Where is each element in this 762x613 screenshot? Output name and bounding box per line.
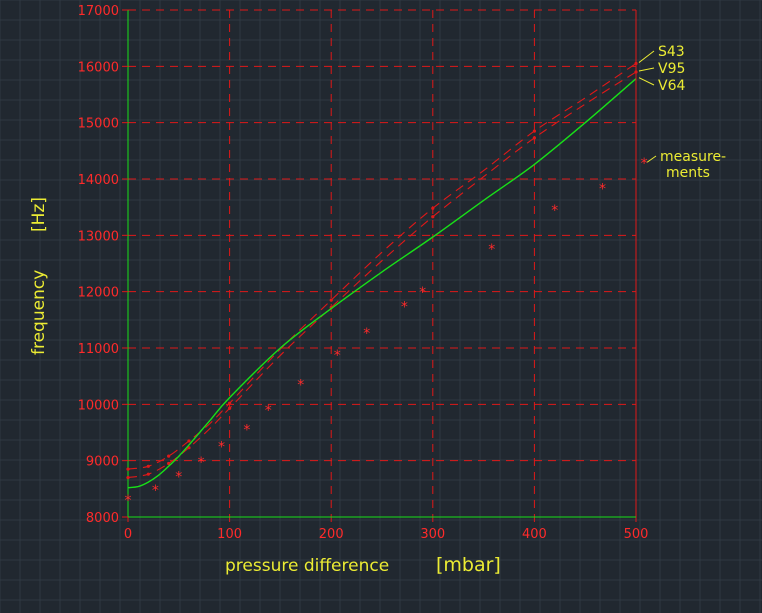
measurement-point: * xyxy=(243,423,250,439)
measurement-point: * xyxy=(198,455,205,471)
legend-leader-s43 xyxy=(638,50,655,63)
tick-layer xyxy=(122,9,637,522)
series-point-s43 xyxy=(146,464,150,468)
y-tick-label: 16000 xyxy=(78,60,119,75)
series-point-s43 xyxy=(431,206,435,210)
measurement-point: * xyxy=(363,326,370,342)
y-tick-label: 10000 xyxy=(78,398,119,413)
x-tick-label: 200 xyxy=(319,527,344,542)
series-line-v95 xyxy=(127,71,637,479)
y-tick-label: 14000 xyxy=(78,173,119,188)
series-point-v95 xyxy=(228,406,232,410)
x-tick-labels: 0 100 200 300 400 500 xyxy=(124,527,649,542)
x-axis-label: pressure difference xyxy=(225,556,389,576)
measurement-point: * xyxy=(401,299,408,315)
x-tick-label: 0 xyxy=(124,527,132,542)
y-tick-labels: 8000 9000 10000 11000 12000 13000 14000 15000 16… xyxy=(78,4,119,526)
measurement-point: * xyxy=(599,182,606,198)
series-point-s43 xyxy=(167,454,171,458)
series-point-v95 xyxy=(167,461,171,466)
legend-leader-measure- xyxy=(646,155,657,163)
legend-leader-v64 xyxy=(638,77,655,86)
y-axis-unit: [Hz] xyxy=(29,197,49,232)
series-point-s43 xyxy=(228,401,232,405)
measurement-point: * xyxy=(297,378,304,394)
series-point-s43 xyxy=(126,467,130,471)
legend-label-v95: V95 xyxy=(658,61,685,77)
series-point-s43 xyxy=(329,298,333,302)
measurement-point: * xyxy=(551,203,558,219)
x-tick-label: 100 xyxy=(217,527,242,542)
measurement-point: * xyxy=(125,493,132,509)
legend-leader-v95 xyxy=(638,67,655,72)
series-point-v95 xyxy=(126,475,130,480)
measurement-point: * xyxy=(175,469,182,485)
measurement-point: * xyxy=(641,156,648,172)
x-tick-label: 500 xyxy=(624,527,649,542)
measurement-markers: * * * * * * * * * * * * * * * * xyxy=(125,156,648,509)
legend-label-v64: V64 xyxy=(658,78,685,94)
legend-label-s43: S43 xyxy=(658,44,685,60)
y-tick-label: 9000 xyxy=(86,455,119,470)
y-tick-label: 15000 xyxy=(78,117,119,132)
measurement-point: * xyxy=(152,483,159,499)
legend-label-measure-: measure- xyxy=(660,149,726,165)
legend-label-measure--line2: ments xyxy=(666,165,710,181)
y-axis-label: frequency xyxy=(29,270,49,355)
y-tick-label: 11000 xyxy=(78,342,119,357)
series-point-v95 xyxy=(146,472,150,476)
series-point-v95 xyxy=(431,215,435,219)
series-line-s43 xyxy=(127,63,637,470)
series-layer xyxy=(126,61,638,489)
series-point-v95 xyxy=(532,136,537,140)
y-tick-label: 17000 xyxy=(78,4,119,19)
x-axis-unit: [mbar] xyxy=(436,554,501,576)
series-point-s43 xyxy=(187,439,191,443)
y-tick-label: 12000 xyxy=(78,286,119,301)
series-point-s43 xyxy=(532,129,537,133)
measurement-point: * xyxy=(265,403,272,419)
x-tick-label: 300 xyxy=(420,527,445,542)
measurement-point: * xyxy=(419,285,426,301)
y-tick-label: 8000 xyxy=(86,511,119,526)
measurement-point: * xyxy=(488,242,495,258)
series-line-v64 xyxy=(127,78,637,489)
x-tick-label: 400 xyxy=(522,527,547,542)
measurement-point: * xyxy=(218,440,225,456)
measurement-point: * xyxy=(334,348,341,364)
y-tick-label: 13000 xyxy=(78,229,119,244)
